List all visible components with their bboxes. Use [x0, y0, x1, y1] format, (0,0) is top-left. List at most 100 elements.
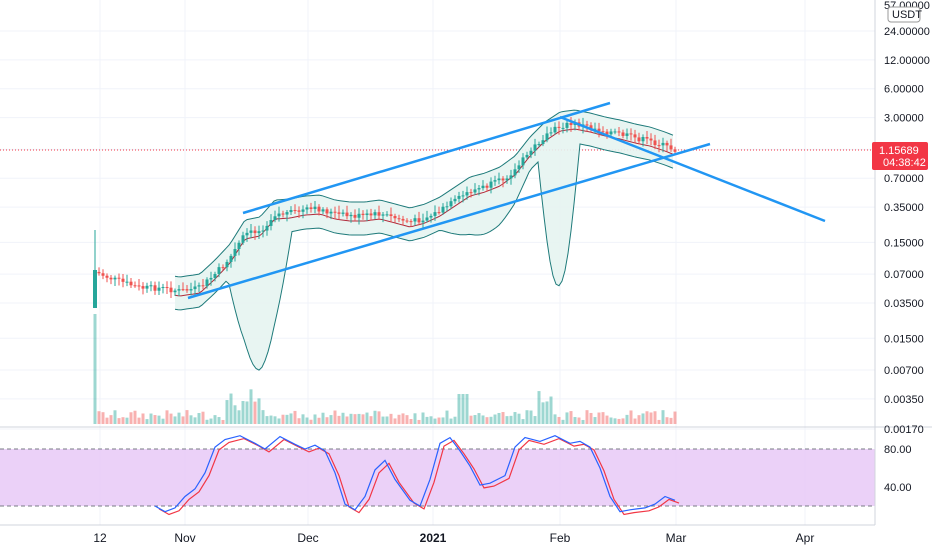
- price-tick-label: 0.07000: [884, 269, 924, 281]
- candle: [189, 289, 193, 291]
- volume-bar: [201, 411, 205, 424]
- candle: [225, 261, 229, 268]
- candle: [109, 277, 113, 280]
- candle: [661, 142, 665, 146]
- volume-bar: [405, 415, 409, 424]
- volume-bar: [537, 391, 541, 424]
- candle: [465, 192, 469, 196]
- volume-bar: [237, 410, 241, 424]
- volume-bar: [333, 410, 337, 424]
- volume-bar: [565, 412, 569, 424]
- candle: [653, 140, 657, 146]
- volume-bar: [257, 398, 261, 424]
- volume-bar: [217, 417, 221, 424]
- volume-bar: [645, 411, 649, 424]
- usdt-badge-icon[interactable]: [887, 6, 921, 23]
- volume-bar: [165, 410, 169, 424]
- candle: [93, 270, 97, 308]
- volume-bar: [453, 416, 457, 424]
- candle: [361, 213, 365, 216]
- volume-bar: [497, 412, 501, 424]
- volume-bar: [541, 402, 545, 424]
- time-tick-label: Mar: [666, 531, 687, 545]
- candle: [165, 287, 169, 289]
- candle: [649, 138, 653, 141]
- volume-bar: [545, 401, 549, 424]
- volume-bar: [321, 412, 325, 424]
- candle: [197, 285, 201, 287]
- volume-bar: [513, 412, 517, 424]
- volume-bar: [373, 410, 377, 424]
- volume-bar: [465, 394, 469, 424]
- candle: [481, 185, 485, 189]
- candle: [229, 255, 233, 262]
- volume-bar: [329, 415, 333, 424]
- volume-bar: [305, 417, 309, 424]
- candle: [525, 154, 529, 158]
- price-tick-label: 0.01500: [884, 333, 924, 345]
- volume-bar: [161, 418, 165, 424]
- candle: [429, 215, 433, 218]
- volume-bar: [369, 416, 373, 424]
- candle: [645, 136, 649, 139]
- candles-layer: [93, 116, 677, 308]
- volume-bar: [593, 417, 597, 424]
- candle: [373, 212, 377, 216]
- time-tick-label: 12: [93, 531, 107, 545]
- candle: [641, 136, 645, 142]
- volume-bar: [285, 414, 289, 424]
- volume-bar: [661, 410, 665, 424]
- volume-bar: [553, 414, 557, 424]
- volume-bar: [241, 401, 245, 424]
- candle: [585, 124, 589, 126]
- candle: [665, 142, 669, 146]
- candle: [333, 211, 337, 213]
- candle: [309, 207, 313, 210]
- volume-bar: [361, 414, 365, 424]
- last-price: 1.15689: [879, 145, 919, 157]
- stoch-band: [0, 449, 875, 506]
- candle: [285, 212, 289, 215]
- volume-bar: [113, 410, 117, 424]
- candle: [185, 289, 189, 291]
- volume-bar: [341, 412, 345, 424]
- volume-bar: [129, 412, 133, 424]
- price-tick-label: 0.03500: [884, 298, 924, 310]
- price-tick-label: 0.35000: [884, 202, 924, 214]
- candle: [217, 267, 221, 274]
- volume-bar: [181, 416, 185, 424]
- price-tick-label: 0.70000: [884, 173, 924, 185]
- candle: [161, 287, 165, 289]
- candle: [385, 214, 389, 216]
- volume-bar: [437, 417, 441, 424]
- price-tick-label: 0.00170: [884, 424, 924, 436]
- volume-bar: [157, 415, 161, 424]
- volume-bar: [481, 415, 485, 424]
- volume-bar: [589, 412, 593, 424]
- volume-bar: [193, 417, 197, 424]
- candle: [673, 149, 677, 152]
- grid-layer: [0, 0, 875, 525]
- candle: [289, 210, 293, 213]
- candle: [553, 126, 557, 133]
- trendline: [187, 142, 711, 300]
- candle: [393, 216, 397, 219]
- candle: [489, 181, 493, 188]
- volume-bar: [389, 413, 393, 424]
- volume-bar: [169, 413, 173, 424]
- volume-bar: [561, 419, 565, 424]
- volume-bar: [601, 412, 605, 424]
- candle: [629, 133, 633, 135]
- volume-bar: [141, 413, 145, 424]
- time-tick-label: Dec: [297, 531, 318, 545]
- volume-bar: [253, 401, 257, 424]
- volume-bar: [353, 414, 357, 424]
- candle: [545, 133, 549, 141]
- candle: [521, 157, 525, 166]
- price-tick-label: 24.00000: [884, 26, 930, 38]
- time-tick-label: Feb: [550, 531, 571, 545]
- volume-bar: [109, 415, 113, 424]
- candle: [97, 271, 101, 274]
- volume-bar: [461, 394, 465, 424]
